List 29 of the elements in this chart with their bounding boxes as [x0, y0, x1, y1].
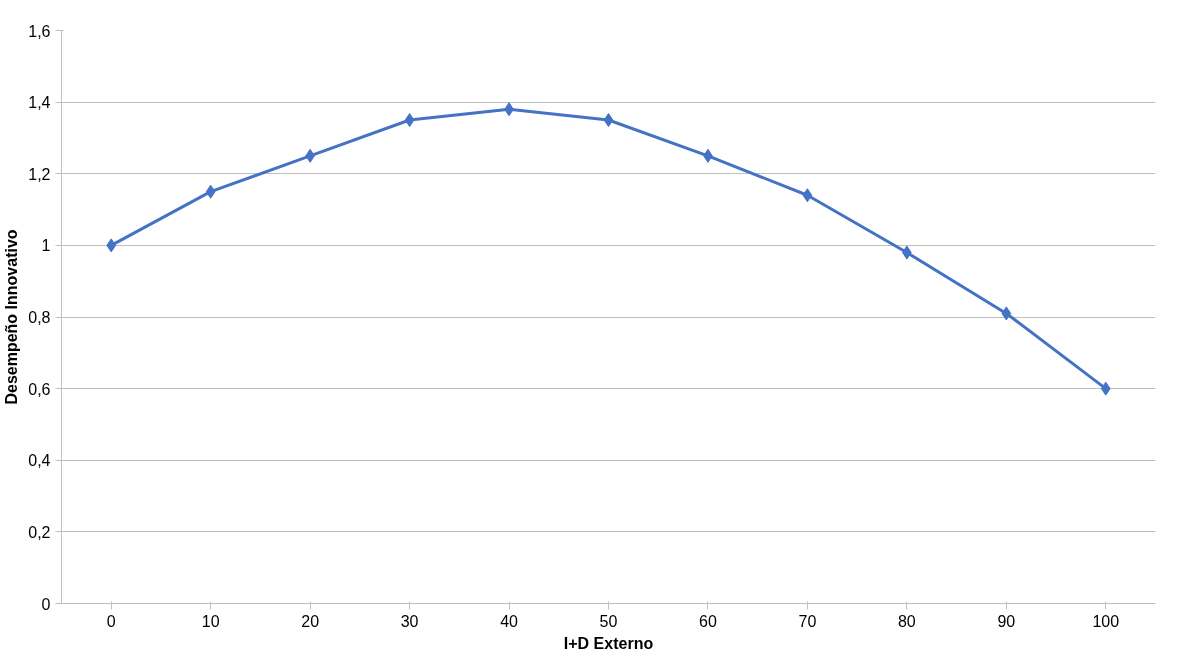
point [205, 184, 216, 199]
point [802, 188, 813, 203]
x-tick-label: 10 [201, 612, 220, 630]
x-tick-label: 80 [897, 612, 916, 630]
x-tick-label: 100 [1092, 612, 1120, 630]
x-tick-label: 40 [500, 612, 519, 630]
x-tick-label: 30 [400, 612, 419, 630]
point [404, 113, 415, 128]
y-tick-label: 0,4 [28, 452, 51, 470]
x-tick-label: 20 [301, 612, 320, 630]
x-tick-label: 60 [699, 612, 717, 630]
y-tick-label: 0 [41, 595, 51, 613]
y-tick-label: 1,6 [28, 22, 51, 40]
point [1001, 306, 1012, 321]
y-tick-label: 1,2 [28, 165, 51, 183]
x-tick-label: 70 [798, 612, 817, 630]
x-tick-label: 90 [997, 612, 1016, 630]
x-axis-title: I+D Externo [563, 634, 654, 652]
y-axis-title: Desempeño Innovativo [3, 229, 21, 405]
point [603, 113, 614, 128]
point [106, 238, 117, 253]
x-tick-label: 0 [106, 612, 116, 630]
y-tick-label: 0,2 [28, 523, 51, 541]
y-tick-label: 0,8 [28, 309, 51, 326]
y-tick-label: 1 [41, 237, 51, 255]
y-tick-label: 1,4 [28, 94, 51, 112]
point [1100, 381, 1111, 396]
x-tick-label: 50 [599, 612, 618, 630]
y-tick-label: 0,6 [28, 380, 51, 398]
